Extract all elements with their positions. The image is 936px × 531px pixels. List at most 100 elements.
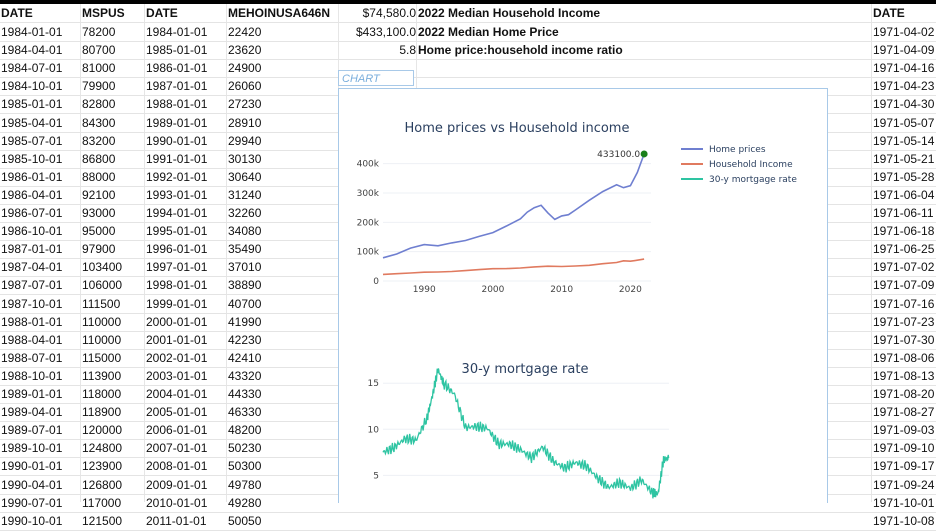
cell-mspus[interactable]: 81000 — [82, 61, 116, 76]
cell-date-2[interactable]: 1990-01-01 — [146, 133, 208, 148]
header-cell-mehoinusa646n[interactable]: MEHOINUSA646N — [228, 6, 331, 20]
summary-value-ratio[interactable]: 5.8 — [399, 43, 416, 58]
cell-mspus[interactable]: 79900 — [82, 79, 116, 94]
cell-date-2[interactable]: 1999-01-01 — [146, 296, 208, 311]
cell-date[interactable]: 1989-10-01 — [1, 441, 63, 456]
cell-income[interactable]: 22420 — [228, 25, 262, 39]
cell-income[interactable]: 49280 — [228, 495, 262, 510]
chart-name-box[interactable]: CHART — [338, 70, 414, 86]
cell-date-2[interactable]: 2005-01-01 — [146, 405, 208, 420]
cell-mspus[interactable]: 110000 — [82, 332, 122, 347]
cell-mspus[interactable]: 118900 — [82, 405, 122, 420]
cell-date[interactable]: 1987-01-01 — [1, 242, 63, 257]
cell-income[interactable]: 46330 — [228, 405, 262, 420]
cell-mspus[interactable]: 111500 — [82, 296, 121, 311]
cell-mspus[interactable]: 95000 — [82, 224, 116, 239]
cell-date[interactable]: 1989-01-01 — [1, 387, 63, 401]
cell-date-3[interactable]: 1971-07-30 — [873, 332, 935, 347]
cell-date-2[interactable]: 2007-01-01 — [146, 441, 208, 456]
cell-mspus[interactable]: 97900 — [82, 242, 116, 257]
cell-income[interactable]: 43320 — [228, 368, 262, 383]
cell-date[interactable]: 1984-01-01 — [1, 25, 63, 39]
cell-mspus[interactable]: 117000 — [82, 495, 122, 510]
summary-label-home-price[interactable]: 2022 Median Home Price — [418, 25, 559, 39]
cell-income[interactable]: 23620 — [228, 43, 262, 58]
cell-mspus[interactable]: 110000 — [82, 314, 122, 329]
embedded-chart[interactable]: Home prices vs Household income 0 100k 200k… — [338, 88, 828, 503]
cell-date[interactable]: 1989-04-01 — [1, 405, 63, 420]
cell-date[interactable]: 1984-07-01 — [1, 61, 63, 76]
cell-income[interactable]: 32260 — [228, 206, 262, 220]
cell-date-3[interactable]: 1971-06-25 — [873, 242, 935, 257]
cell-income[interactable]: 29940 — [228, 133, 262, 148]
cell-date[interactable]: 1990-10-01 — [1, 513, 63, 528]
cell-income[interactable]: 42410 — [228, 350, 262, 365]
cell-mspus[interactable]: 124800 — [82, 441, 123, 456]
cell-mspus[interactable]: 126800 — [82, 477, 123, 492]
cell-date-3[interactable]: 1971-06-04 — [873, 187, 935, 202]
cell-income[interactable]: 24900 — [228, 61, 262, 76]
cell-mspus[interactable]: 113900 — [82, 368, 122, 383]
cell-income[interactable]: 50300 — [228, 459, 262, 474]
cell-date-3[interactable]: 1971-04-23 — [873, 79, 935, 94]
cell-mspus[interactable]: 84300 — [82, 115, 116, 130]
cell-date-2[interactable]: 2001-01-01 — [146, 332, 208, 347]
cell-income[interactable]: 50050 — [228, 513, 262, 528]
cell-date-3[interactable]: 1971-05-14 — [873, 133, 935, 148]
cell-date-3[interactable]: 1971-04-02 — [873, 25, 935, 39]
cell-date-3[interactable]: 1971-08-20 — [873, 387, 935, 401]
cell-date-2[interactable]: 2006-01-01 — [146, 423, 208, 438]
cell-date[interactable]: 1989-07-01 — [1, 423, 63, 438]
cell-date-2[interactable]: 1985-01-01 — [146, 43, 208, 58]
cell-mspus[interactable]: 86800 — [82, 151, 116, 166]
cell-date-2[interactable]: 1997-01-01 — [146, 260, 208, 275]
cell-date-3[interactable]: 1971-09-17 — [873, 459, 935, 474]
cell-date-2[interactable]: 2002-01-01 — [146, 350, 208, 365]
cell-date-2[interactable]: 2004-01-01 — [146, 387, 208, 401]
cell-date-3[interactable]: 1971-07-16 — [873, 296, 935, 311]
header-cell-date[interactable]: DATE — [1, 6, 33, 20]
cell-date-3[interactable]: 1971-09-10 — [873, 441, 935, 456]
cell-date[interactable]: 1990-01-01 — [1, 459, 63, 474]
cell-date-3[interactable]: 1971-08-06 — [873, 350, 935, 365]
header-cell-mspus[interactable]: MSPUS — [82, 6, 125, 20]
cell-date[interactable]: 1986-10-01 — [1, 224, 63, 239]
cell-date-3[interactable]: 1971-05-07 — [873, 115, 935, 130]
cell-date-2[interactable]: 1988-01-01 — [146, 97, 208, 112]
cell-date[interactable]: 1987-04-01 — [1, 260, 63, 275]
cell-income[interactable]: 31240 — [228, 187, 262, 202]
cell-income[interactable]: 50230 — [228, 441, 262, 456]
cell-date-2[interactable]: 2003-01-01 — [146, 368, 208, 383]
cell-date-2[interactable]: 1986-01-01 — [146, 61, 208, 76]
cell-mspus[interactable]: 115000 — [82, 350, 122, 365]
cell-income[interactable]: 44330 — [228, 387, 262, 401]
header-cell-date-2[interactable]: DATE — [146, 6, 178, 20]
cell-date[interactable]: 1987-10-01 — [1, 296, 63, 311]
cell-date[interactable]: 1988-04-01 — [1, 332, 63, 347]
cell-income[interactable]: 26060 — [228, 79, 262, 94]
cell-date-2[interactable]: 1994-01-01 — [146, 206, 208, 220]
cell-date-2[interactable]: 1989-01-01 — [146, 115, 208, 130]
cell-income[interactable]: 27230 — [228, 97, 262, 112]
cell-date[interactable]: 1985-10-01 — [1, 151, 63, 166]
cell-date-3[interactable]: 1971-07-02 — [873, 260, 935, 275]
cell-income[interactable]: 30640 — [228, 169, 262, 184]
cell-date-3[interactable]: 1971-10-08 — [873, 513, 935, 528]
cell-income[interactable]: 38890 — [228, 278, 262, 293]
cell-date-2[interactable]: 1993-01-01 — [146, 187, 208, 202]
cell-income[interactable]: 37010 — [228, 260, 262, 275]
cell-date[interactable]: 1986-07-01 — [1, 206, 63, 220]
cell-date-3[interactable]: 1971-07-23 — [873, 314, 935, 329]
cell-date[interactable]: 1984-04-01 — [1, 43, 63, 58]
cell-date-2[interactable]: 2010-01-01 — [146, 495, 208, 510]
cell-date-3[interactable]: 1971-04-09 — [873, 43, 935, 58]
cell-income[interactable]: 49780 — [228, 477, 262, 492]
cell-date-3[interactable]: 1971-06-11 — [873, 206, 934, 220]
cell-date-2[interactable]: 2011-01-01 — [146, 513, 207, 528]
cell-date[interactable]: 1985-01-01 — [1, 97, 63, 112]
cell-date-3[interactable]: 1971-07-09 — [873, 278, 935, 293]
cell-date[interactable]: 1990-04-01 — [1, 477, 63, 492]
summary-label-income[interactable]: 2022 Median Household Income — [418, 6, 601, 20]
cell-mspus[interactable]: 118000 — [82, 387, 122, 401]
cell-date-3[interactable]: 1971-05-28 — [873, 169, 935, 184]
